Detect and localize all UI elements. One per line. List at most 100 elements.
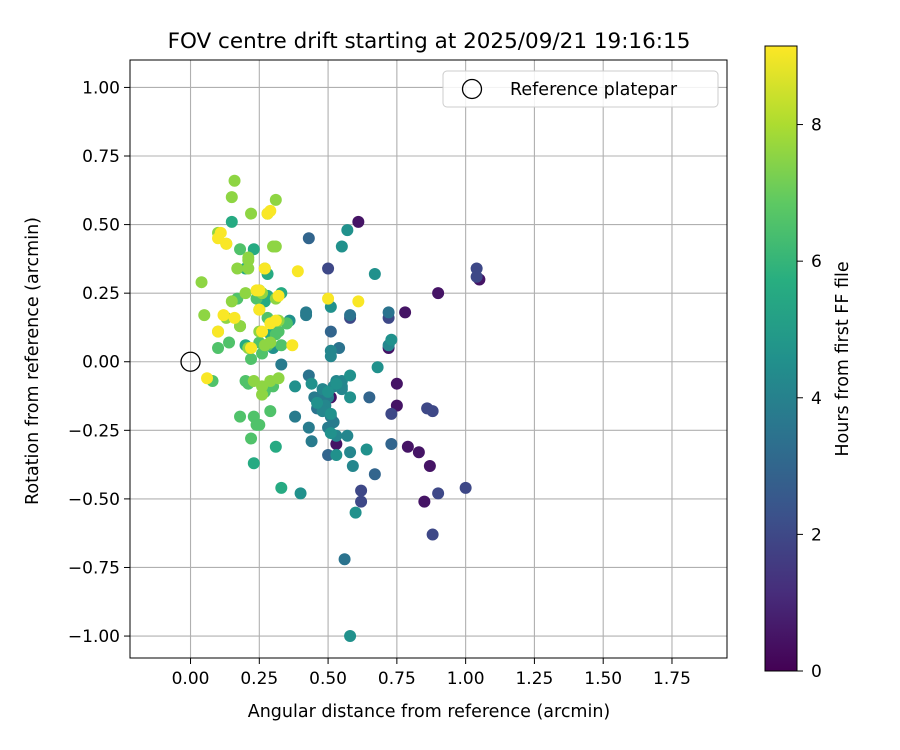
- data-point: [432, 287, 445, 300]
- legend-entry-reference-platepar: Reference platepar: [510, 80, 678, 100]
- data-point: [275, 481, 288, 494]
- data-point: [311, 396, 324, 409]
- data-point: [289, 380, 302, 393]
- data-point: [344, 630, 357, 643]
- data-point: [256, 380, 269, 393]
- data-point: [368, 468, 381, 481]
- colorbar-tick-label: 2: [811, 525, 822, 545]
- data-point: [258, 262, 271, 275]
- data-point: [390, 377, 403, 390]
- colorbar-tick-label: 4: [811, 389, 822, 409]
- data-point: [344, 446, 357, 459]
- x-tick-label: 1.75: [653, 669, 691, 689]
- y-tick-label: −0.25: [68, 421, 120, 441]
- data-point: [289, 410, 302, 423]
- y-tick-label: −0.50: [68, 490, 120, 510]
- x-tick-label: 1.00: [447, 669, 485, 689]
- data-point: [217, 309, 230, 322]
- data-point: [338, 553, 351, 566]
- x-tick-label: 1.50: [584, 669, 622, 689]
- data-point: [341, 429, 354, 442]
- data-point: [198, 309, 211, 322]
- y-tick-label: −1.00: [68, 627, 120, 647]
- data-point: [335, 240, 348, 253]
- legend-box: [442, 70, 719, 108]
- plot-frame: [129, 59, 728, 659]
- data-point: [322, 449, 335, 462]
- reference-platepar-marker: [180, 351, 201, 372]
- data-point: [269, 440, 282, 453]
- y-tick-label: 0.75: [82, 147, 120, 167]
- data-point: [272, 289, 285, 302]
- data-point: [324, 325, 337, 338]
- data-point: [360, 443, 373, 456]
- data-point: [324, 407, 337, 420]
- legend-marker-icon: [461, 78, 483, 100]
- y-tick-label: 0.50: [82, 216, 120, 236]
- data-point: [212, 232, 225, 245]
- colorbar-tick-label: 8: [811, 116, 822, 136]
- y-tick-label: 0.00: [82, 353, 120, 373]
- data-point: [275, 358, 288, 371]
- data-point: [352, 215, 365, 228]
- data-point: [228, 311, 241, 324]
- data-point: [344, 369, 357, 382]
- y-axis: 1.00 0.75 0.50 0.25 0.00 −0.25 −0.50 −0.75 −1.00: [68, 78, 130, 647]
- data-point: [264, 317, 277, 330]
- data-point: [371, 361, 384, 374]
- data-point: [269, 193, 282, 206]
- data-point: [352, 295, 365, 308]
- data-point: [385, 438, 398, 451]
- x-tick-label: 1.25: [515, 669, 553, 689]
- data-point: [264, 405, 277, 418]
- data-point: [302, 232, 315, 245]
- colorbar-gradient: [764, 45, 798, 672]
- data-point: [258, 339, 271, 352]
- data-point: [261, 207, 274, 220]
- data-point: [201, 372, 214, 385]
- data-point: [253, 303, 266, 316]
- data-point: [426, 528, 439, 541]
- data-point: [242, 262, 255, 275]
- colorbar-ticks: 0 2 4 6 8: [797, 116, 822, 682]
- data-point: [300, 309, 313, 322]
- data-point: [322, 385, 335, 398]
- data-point: [245, 342, 258, 355]
- data-point: [275, 339, 288, 352]
- chart-title: FOV centre drift starting at 2025/09/21 …: [168, 29, 691, 54]
- data-point: [245, 353, 258, 365]
- data-point: [385, 407, 398, 420]
- y-tick-label: 1.00: [82, 78, 120, 98]
- data-point: [225, 295, 238, 308]
- data-point: [239, 287, 252, 300]
- colorbar-label: Hours from first FF file: [833, 261, 853, 456]
- data-point: [245, 207, 258, 220]
- data-point: [234, 410, 247, 423]
- data-point: [368, 267, 381, 280]
- data-point: [269, 240, 282, 253]
- x-tick-label: 0.50: [309, 669, 347, 689]
- colorbar-tick-label: 6: [811, 252, 822, 272]
- data-point: [223, 336, 236, 349]
- legend: Reference platepar: [442, 70, 719, 108]
- x-axis-label: Angular distance from reference (arcmin): [248, 702, 611, 722]
- data-point: [212, 342, 225, 355]
- data-point: [418, 495, 431, 508]
- colorbar-tick-label: 0: [811, 662, 822, 682]
- data-point: [239, 374, 252, 387]
- data-point: [250, 418, 263, 431]
- data-point: [330, 449, 343, 462]
- data-point: [228, 174, 241, 187]
- y-axis-label: Rotation from reference (arcmin): [23, 217, 43, 505]
- data-point: [195, 276, 208, 289]
- data-point: [423, 459, 436, 472]
- x-tick-label: 0.75: [378, 669, 416, 689]
- data-point: [346, 459, 359, 472]
- data-point: [341, 224, 354, 237]
- data-point: [426, 405, 439, 418]
- x-tick-label: 0.25: [240, 669, 278, 689]
- data-point: [344, 309, 357, 322]
- data-point: [470, 262, 483, 275]
- data-point: [294, 487, 307, 500]
